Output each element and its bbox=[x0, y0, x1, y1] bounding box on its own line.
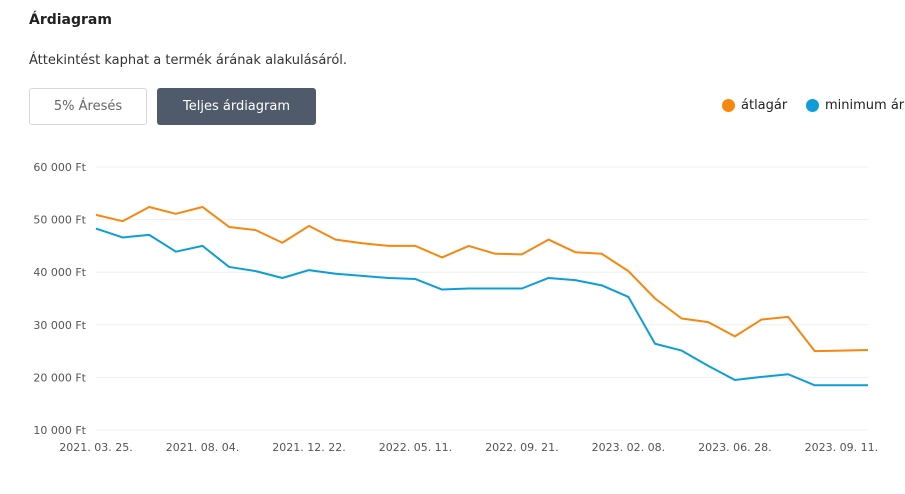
x-tick-label: 2021. 12. 22. bbox=[272, 441, 345, 454]
legend-dot-icon bbox=[806, 99, 819, 112]
y-tick-label: 10 000 Ft bbox=[33, 424, 86, 437]
full-chart-button[interactable]: Teljes árdiagram bbox=[157, 88, 316, 125]
y-tick-label: 50 000 Ft bbox=[33, 214, 86, 227]
legend-item-minimum[interactable]: minimum ár bbox=[806, 98, 904, 113]
x-tick-label: 2022. 09. 21. bbox=[485, 441, 558, 454]
page-title: Árdiagram bbox=[29, 12, 112, 28]
series-line-average bbox=[95, 205, 869, 353]
legend-item-average[interactable]: átlagár bbox=[722, 98, 787, 113]
legend-dot-icon bbox=[722, 99, 735, 112]
x-tick-label: 2022. 05. 11. bbox=[379, 441, 452, 454]
y-tick-label: 20 000 Ft bbox=[33, 371, 86, 384]
y-tick-label: 30 000 Ft bbox=[33, 319, 86, 332]
x-tick-label: 2023. 06. 28. bbox=[698, 441, 771, 454]
series-line-minimum bbox=[95, 227, 868, 387]
x-tick-label: 2023. 02. 08. bbox=[592, 441, 665, 454]
x-tick-label: 2021. 08. 04. bbox=[166, 441, 239, 454]
legend-label: átlagár bbox=[741, 98, 788, 113]
page-subtitle: Áttekintést kaphat a termék árának alaku… bbox=[29, 53, 348, 68]
y-tick-label: 40 000 Ft bbox=[33, 266, 86, 279]
x-tick-label: 2023. 09. 11. bbox=[805, 441, 878, 454]
y-tick-label: 60 000 Ft bbox=[33, 161, 86, 174]
legend-label: minimum ár bbox=[825, 98, 905, 113]
discount-5-button[interactable]: 5% Áresés bbox=[29, 88, 147, 125]
x-tick-label: 2021. 03. 25. bbox=[59, 441, 132, 454]
